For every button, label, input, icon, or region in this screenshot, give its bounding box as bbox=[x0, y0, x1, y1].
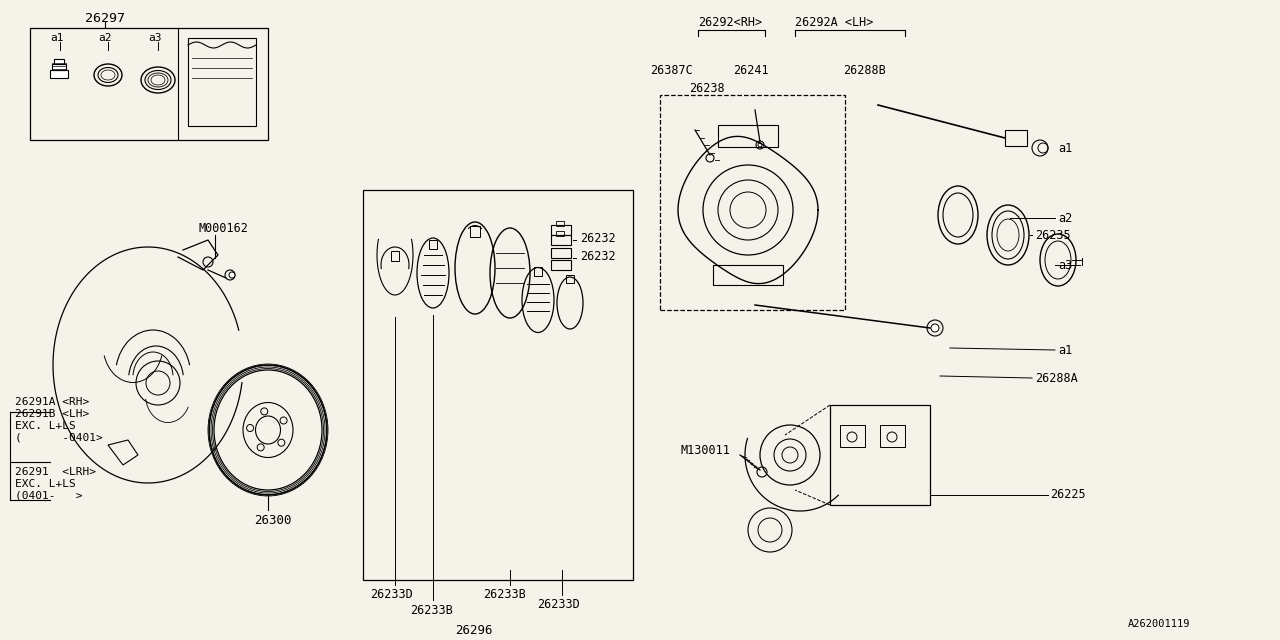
Text: 26291A <RH>: 26291A <RH> bbox=[15, 397, 90, 407]
Text: 26225: 26225 bbox=[1050, 488, 1085, 502]
Text: 26291  <LRH>: 26291 <LRH> bbox=[15, 467, 96, 477]
Text: a1: a1 bbox=[1059, 344, 1073, 356]
Text: A262001119: A262001119 bbox=[1128, 619, 1190, 629]
Bar bbox=[660, 95, 845, 310]
Text: 26233D: 26233D bbox=[538, 598, 580, 611]
Bar bbox=[29, 28, 268, 140]
Text: a2: a2 bbox=[1059, 211, 1073, 225]
Bar bbox=[550, 235, 571, 245]
Text: 26233B: 26233B bbox=[483, 589, 526, 602]
Bar bbox=[52, 64, 67, 70]
Text: 26300: 26300 bbox=[253, 513, 292, 527]
Circle shape bbox=[758, 143, 762, 147]
Bar bbox=[840, 425, 865, 447]
Text: a1: a1 bbox=[50, 33, 64, 43]
Bar bbox=[550, 225, 571, 235]
Circle shape bbox=[931, 324, 940, 332]
Bar bbox=[534, 267, 541, 276]
Text: 26292<RH>: 26292<RH> bbox=[698, 15, 762, 29]
Bar bbox=[429, 240, 436, 249]
Bar bbox=[470, 226, 480, 237]
Text: 26288A: 26288A bbox=[1036, 371, 1078, 385]
Bar bbox=[550, 260, 571, 270]
Text: 26232: 26232 bbox=[580, 250, 616, 262]
Text: 26241: 26241 bbox=[733, 63, 768, 77]
Bar bbox=[556, 221, 564, 226]
Bar bbox=[188, 38, 256, 126]
Text: a1: a1 bbox=[1059, 141, 1073, 154]
Text: 26297: 26297 bbox=[84, 12, 125, 24]
Bar bbox=[718, 125, 778, 147]
Text: 26291B <LH>: 26291B <LH> bbox=[15, 409, 90, 419]
Bar bbox=[390, 251, 399, 261]
Bar bbox=[54, 59, 64, 64]
Bar bbox=[556, 231, 564, 236]
Bar bbox=[364, 190, 634, 580]
Bar bbox=[829, 405, 931, 505]
Text: 26387C: 26387C bbox=[650, 63, 692, 77]
Text: (      -0401>: ( -0401> bbox=[15, 433, 102, 443]
Text: EXC. L+LS: EXC. L+LS bbox=[15, 479, 76, 489]
Bar bbox=[1005, 130, 1027, 146]
Bar bbox=[881, 425, 905, 447]
Text: 26292A <LH>: 26292A <LH> bbox=[795, 15, 873, 29]
Text: a3: a3 bbox=[148, 33, 161, 43]
Text: 26238: 26238 bbox=[689, 81, 724, 95]
Circle shape bbox=[229, 272, 236, 278]
Bar bbox=[566, 275, 573, 283]
Bar bbox=[713, 265, 783, 285]
Text: 26232: 26232 bbox=[580, 232, 616, 244]
Text: 26233B: 26233B bbox=[410, 604, 453, 616]
Bar bbox=[550, 248, 571, 258]
Text: M000162: M000162 bbox=[198, 221, 248, 234]
Text: (0401-   >: (0401- > bbox=[15, 491, 82, 501]
Text: a2: a2 bbox=[99, 33, 111, 43]
Text: 26296: 26296 bbox=[454, 623, 493, 637]
Text: 26235: 26235 bbox=[1036, 228, 1070, 241]
Text: M130011: M130011 bbox=[680, 444, 730, 456]
Text: a3: a3 bbox=[1059, 259, 1073, 271]
Text: EXC. L+LS: EXC. L+LS bbox=[15, 421, 76, 431]
Text: 26288B: 26288B bbox=[844, 63, 886, 77]
Text: 26233D: 26233D bbox=[370, 589, 412, 602]
Bar bbox=[50, 70, 68, 78]
